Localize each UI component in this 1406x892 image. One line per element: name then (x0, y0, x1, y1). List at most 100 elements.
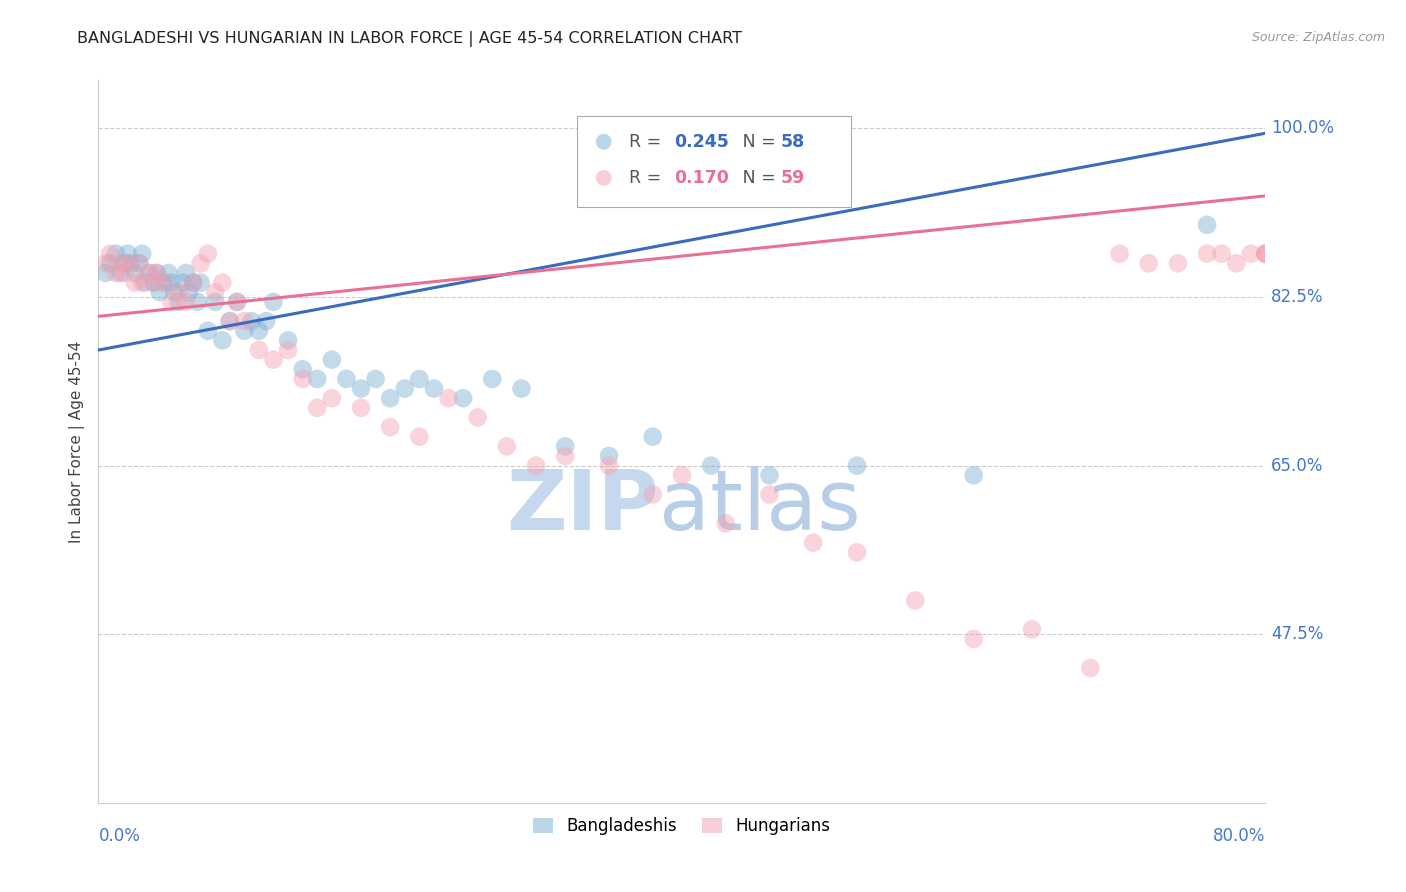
Text: 0.170: 0.170 (673, 169, 728, 186)
Text: 80.0%: 80.0% (1213, 827, 1265, 845)
Text: ZIP: ZIP (506, 466, 658, 547)
Point (204, 294, 226, 309)
Text: 59: 59 (782, 169, 806, 186)
Point (190, 256, 212, 270)
Point (394, 382, 416, 396)
Text: BANGLADESHI VS HUNGARIAN IN LABOR FORCE | AGE 45-54 CORRELATION CHART: BANGLADESHI VS HUNGARIAN IN LABOR FORCE … (77, 31, 742, 47)
Point (204, 285, 226, 300)
Text: 58: 58 (782, 133, 806, 151)
Point (350, 401, 373, 415)
Point (160, 276, 183, 290)
Point (277, 334, 299, 348)
Text: atlas: atlas (658, 466, 860, 547)
Point (380, 420, 402, 434)
Point (197, 246, 219, 260)
Point (1211, 246, 1233, 260)
Point (1195, 246, 1218, 260)
Y-axis label: In Labor Force | Age 45-54: In Labor Force | Age 45-54 (69, 341, 84, 542)
Point (758, 468, 780, 483)
Point (114, 266, 136, 280)
Point (124, 266, 146, 280)
Point (262, 352, 284, 367)
Point (142, 276, 165, 290)
Point (174, 266, 197, 280)
Text: R =: R = (630, 133, 666, 151)
Point (94, 266, 117, 280)
Text: R =: R = (630, 169, 666, 186)
Point (120, 256, 142, 270)
Point (1225, 256, 1247, 270)
Point (718, 252, 741, 266)
Point (451, 391, 474, 405)
Text: 0.245: 0.245 (673, 133, 728, 151)
Point (307, 372, 329, 386)
Point (554, 449, 576, 463)
Point (524, 458, 547, 473)
Text: N =: N = (727, 169, 782, 186)
Point (117, 246, 139, 260)
Text: Source: ZipAtlas.com: Source: ZipAtlas.com (1251, 31, 1385, 45)
Point (671, 468, 693, 483)
Point (218, 314, 240, 328)
Text: 100.0%: 100.0% (1271, 120, 1334, 137)
Point (598, 458, 620, 473)
Point (218, 314, 240, 328)
Point (1254, 246, 1277, 260)
Point (114, 256, 136, 270)
Point (554, 439, 576, 453)
Point (1195, 218, 1218, 232)
Point (167, 294, 190, 309)
FancyBboxPatch shape (576, 117, 851, 207)
Point (1167, 256, 1189, 270)
Point (408, 430, 430, 444)
Point (1254, 246, 1277, 260)
Point (146, 266, 169, 280)
Text: 0.0%: 0.0% (98, 827, 141, 845)
Point (1108, 246, 1130, 260)
Point (110, 256, 132, 270)
Point (321, 352, 343, 367)
Point (335, 372, 357, 386)
Point (1080, 661, 1102, 675)
Point (467, 410, 489, 425)
Point (131, 276, 153, 290)
Point (254, 314, 277, 328)
Point (226, 294, 249, 309)
Point (124, 276, 146, 290)
Point (1137, 256, 1160, 270)
Point (714, 516, 737, 531)
Point (350, 382, 373, 396)
Point (291, 362, 314, 376)
Point (98, 256, 121, 270)
Point (142, 276, 165, 290)
Point (496, 439, 519, 453)
Point (846, 545, 869, 559)
Point (167, 285, 190, 300)
Text: N =: N = (727, 133, 782, 151)
Point (138, 266, 160, 280)
Point (104, 246, 127, 260)
Point (247, 343, 270, 357)
Point (157, 266, 180, 280)
Text: 82.5%: 82.5% (1271, 288, 1323, 306)
Point (181, 276, 204, 290)
Point (641, 430, 664, 444)
Point (197, 324, 219, 338)
Point (510, 382, 533, 396)
Point (226, 294, 249, 309)
Point (408, 372, 430, 386)
Point (138, 266, 160, 280)
Point (380, 391, 402, 405)
Point (437, 391, 460, 405)
Point (423, 382, 446, 396)
Point (153, 276, 176, 290)
Point (1021, 623, 1043, 637)
Point (247, 324, 270, 338)
Point (1240, 246, 1263, 260)
Point (153, 276, 176, 290)
Point (110, 266, 132, 280)
Point (240, 314, 263, 328)
Point (962, 632, 984, 646)
Point (94, 256, 117, 270)
Point (846, 458, 869, 473)
